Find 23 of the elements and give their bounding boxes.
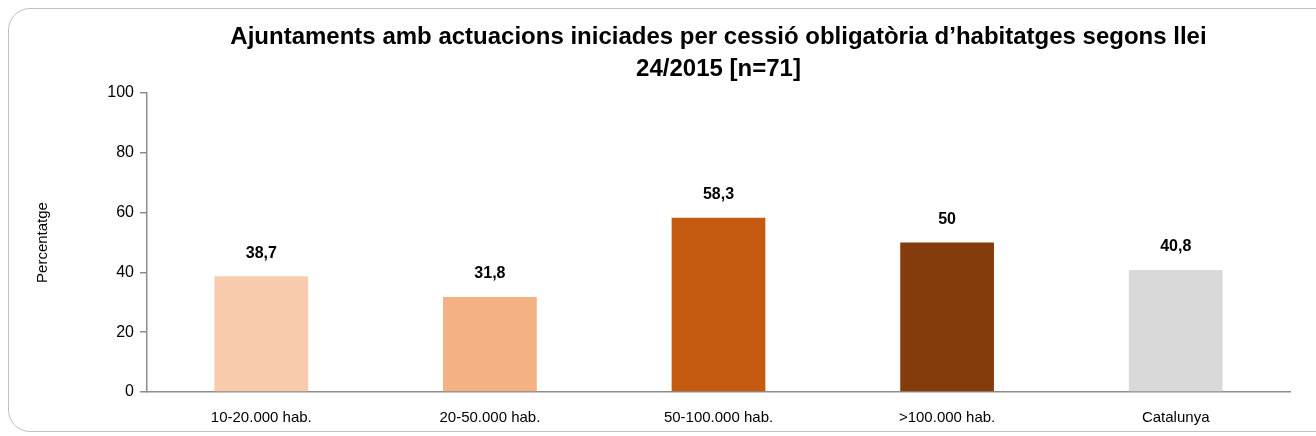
x-tick-label: >100.000 hab. [898, 408, 996, 426]
bar [443, 296, 537, 392]
y-tick-label: 0 [125, 382, 135, 400]
y-tick-label: 100 [107, 83, 135, 101]
bar [900, 242, 994, 392]
y-tick-label: 40 [116, 262, 135, 280]
data-label: 38,7 [245, 243, 277, 261]
y-axis-title: Percentatge [33, 202, 51, 283]
data-label: 50 [938, 209, 957, 227]
x-tick-label: 50-100.000 hab. [663, 408, 774, 426]
chart-title: Ajuntaments amb actuacions iniciades per cessió obligatòria d’habitatges segons llei 24/2015 [n=71] [229, 21, 1208, 83]
x-tick-label: 10-20.000 hab. [210, 408, 312, 426]
y-tick-label: 20 [116, 322, 135, 340]
bar [1128, 270, 1223, 392]
data-label: 58,3 [702, 185, 735, 203]
x-tick-label: 20-50.000 hab. [439, 408, 541, 426]
x-tick-label: Catalunya [1141, 408, 1211, 426]
data-label: 31,8 [474, 264, 506, 282]
bar [671, 217, 766, 392]
y-tick-label: 60 [116, 203, 135, 221]
y-tick-label: 80 [116, 143, 135, 161]
data-label: 40,8 [1160, 237, 1192, 255]
bar [214, 276, 309, 392]
